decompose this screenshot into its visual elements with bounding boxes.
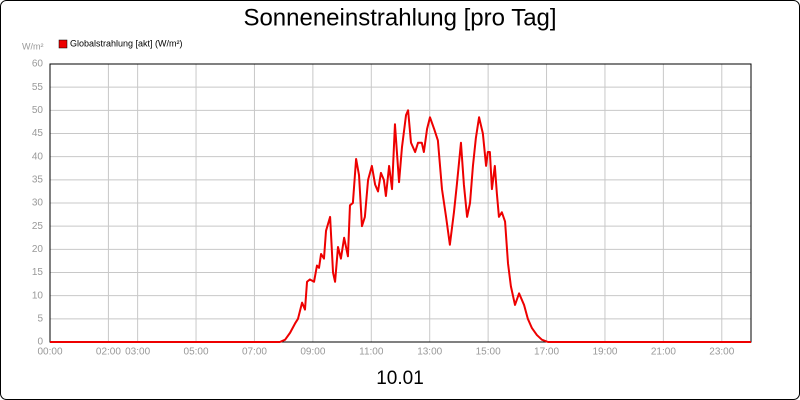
y-tick-label: 55	[32, 82, 44, 93]
y-tick-label: 5	[37, 313, 43, 324]
x-tick-label: 21:00	[651, 347, 676, 358]
x-axis-label: 10.01	[376, 368, 424, 389]
y-tick-label: 20	[32, 244, 44, 255]
y-tick-label: 45	[32, 128, 44, 139]
x-tick-label: 05:00	[184, 347, 209, 358]
y-tick-label: 15	[32, 267, 44, 278]
legend-swatch	[58, 39, 68, 49]
chart-title: Sonneneinstrahlung [pro Tag]	[243, 4, 556, 31]
x-tick-label: 23:00	[709, 347, 734, 358]
y-tick-label: 50	[32, 105, 44, 116]
x-tick-label: 02:00	[96, 347, 121, 358]
x-tick-label: 07:00	[242, 347, 267, 358]
y-tick-label: 60	[32, 59, 44, 70]
x-tick-label: 11:00	[359, 347, 384, 358]
x-tick-label: 09:00	[300, 347, 325, 358]
y-tick-label: 40	[32, 151, 44, 162]
y-tick-label: 35	[32, 174, 44, 185]
y-unit: W/m²	[22, 41, 44, 51]
legend-label: Globalstrahlung [akt] (W/m²)	[70, 38, 183, 48]
x-tick-label: 19:00	[592, 347, 617, 358]
x-tick-label: 13:00	[417, 347, 442, 358]
x-tick-label: 00:00	[37, 347, 62, 358]
y-tick-label: 25	[32, 221, 44, 232]
x-tick-label: 15:00	[476, 347, 501, 358]
plot-border	[49, 63, 752, 343]
x-tick-label: 17:00	[534, 347, 559, 358]
y-tick-label: 30	[32, 198, 44, 209]
data-line	[50, 109, 751, 343]
x-tick-label: 03:00	[125, 347, 150, 358]
y-tick-label: 0	[37, 337, 43, 348]
y-tick-label: 10	[32, 290, 44, 301]
